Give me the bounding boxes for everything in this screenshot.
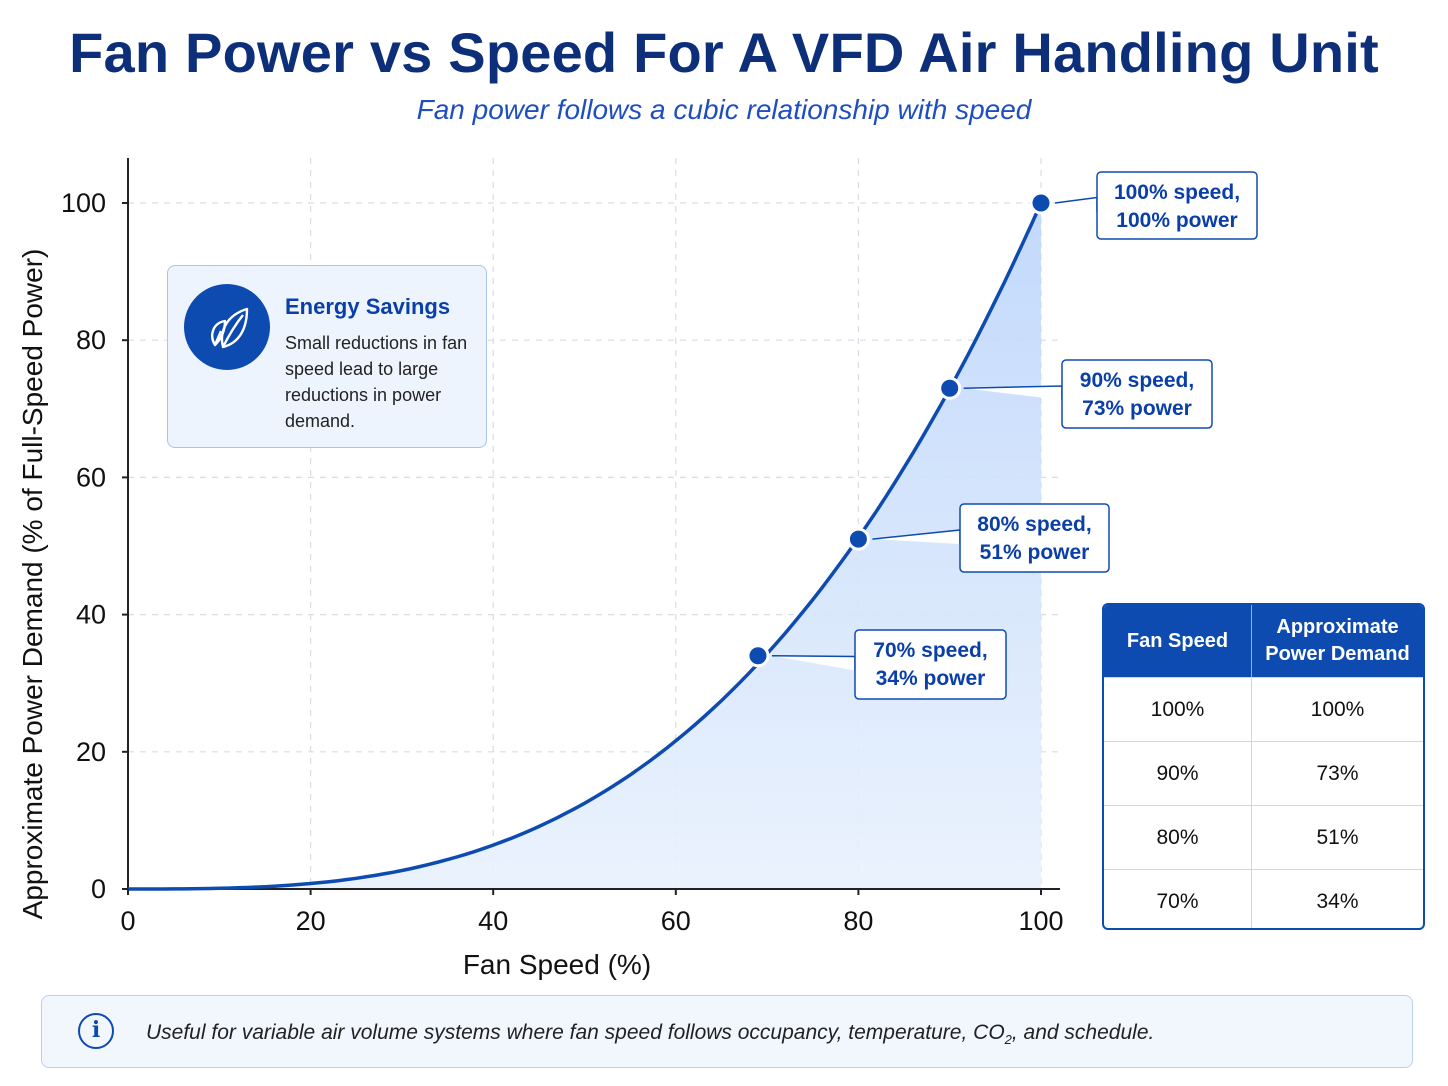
callout-label: 51% power (980, 541, 1090, 564)
data-point (746, 644, 770, 668)
callout-box (854, 629, 1007, 700)
table-header-cell: Fan Speed (1104, 605, 1252, 677)
callout-label: 73% power (1082, 397, 1192, 420)
table-cell: 100% (1310, 697, 1365, 721)
x-tick-label: 60 (661, 906, 691, 936)
y-tick-label: 0 (91, 874, 106, 904)
x-axis-title: Fan Speed (%) (463, 949, 651, 980)
callout-box (959, 503, 1110, 573)
callout-label: 70% speed, (873, 639, 987, 662)
table-header: Fan Speed Approximate Power Demand (1104, 605, 1423, 677)
callout-box (1096, 171, 1258, 240)
x-tick-label: 0 (120, 906, 135, 936)
series-line (128, 202, 1043, 891)
chart-subtitle: Fan power follows a cubic relationship w… (416, 94, 1032, 125)
x-tick-label: 100 (1018, 906, 1063, 936)
table-cell: 100% (1104, 678, 1252, 741)
table-cell: 51% (1316, 825, 1359, 849)
table-cell: 73% (1316, 761, 1359, 785)
table-row: 70% 34% (1104, 869, 1423, 928)
energy-savings-card: Energy Savings Small reductions in fan s… (167, 265, 487, 448)
tick-labels: 0 20 40 60 80 100 0 20 40 60 80 100 (61, 188, 1064, 936)
note-text: Useful for variable air volume systems w… (146, 1021, 1155, 1048)
callout-label: 100% power (1116, 209, 1237, 232)
table-row: 80% 51% (1104, 805, 1423, 869)
table-cell: 80% (1104, 806, 1252, 869)
x-tick-label: 80 (843, 906, 873, 936)
callout-label: 90% speed, (1080, 369, 1194, 392)
callout-label: 34% power (876, 667, 986, 690)
y-tick-label: 80 (76, 325, 106, 355)
callout-label: 100% speed, (1114, 181, 1240, 204)
y-tick-label: 20 (76, 737, 106, 767)
table-header-cell: Approximate Power Demand (1265, 616, 1410, 665)
callout: 80% speed, 51% power (872, 503, 1110, 573)
area-under-curve (128, 203, 1041, 889)
callout: 70% speed, 34% power (771, 629, 1007, 700)
axes (127, 158, 1060, 890)
y-tick-label: 60 (76, 462, 106, 492)
info-icon: i (78, 1013, 114, 1049)
info-note: i Useful for variable air volume systems… (41, 995, 1413, 1068)
y-axis-title: Approximate Power Demand (% of Full-Spee… (17, 249, 48, 920)
callout-leader (1054, 196, 1098, 212)
chart-title: Fan Power vs Speed For A VFD Air Handlin… (69, 21, 1379, 84)
table-cell: 90% (1104, 742, 1252, 805)
data-point (938, 376, 962, 400)
y-tick-label: 100 (61, 188, 106, 218)
data-point (1029, 191, 1053, 215)
data-point (846, 527, 870, 551)
energy-savings-title: Energy Savings (285, 294, 451, 319)
callouts: 100% speed, 100% power 90% speed, 73% power… (771, 171, 1258, 700)
callout-label: 80% speed, (977, 513, 1091, 536)
x-tick-label: 40 (478, 906, 508, 936)
leaf-icon (184, 284, 270, 370)
table-cell: 34% (1316, 889, 1359, 913)
table-row: 100% 100% (1104, 677, 1423, 741)
speed-power-table: Fan Speed Approximate Power Demand 100% … (1102, 603, 1425, 930)
highlight-points (746, 191, 1053, 668)
callout: 100% speed, 100% power (1054, 171, 1258, 240)
y-tick-label: 40 (76, 600, 106, 630)
x-tick-label: 20 (296, 906, 326, 936)
callout: 90% speed, 73% power (963, 359, 1213, 429)
table-cell: 70% (1104, 870, 1252, 928)
table-row: 90% 73% (1104, 741, 1423, 805)
callout-box (1061, 359, 1213, 429)
energy-savings-body: Small reductions in fan speed lead to la… (285, 333, 468, 431)
